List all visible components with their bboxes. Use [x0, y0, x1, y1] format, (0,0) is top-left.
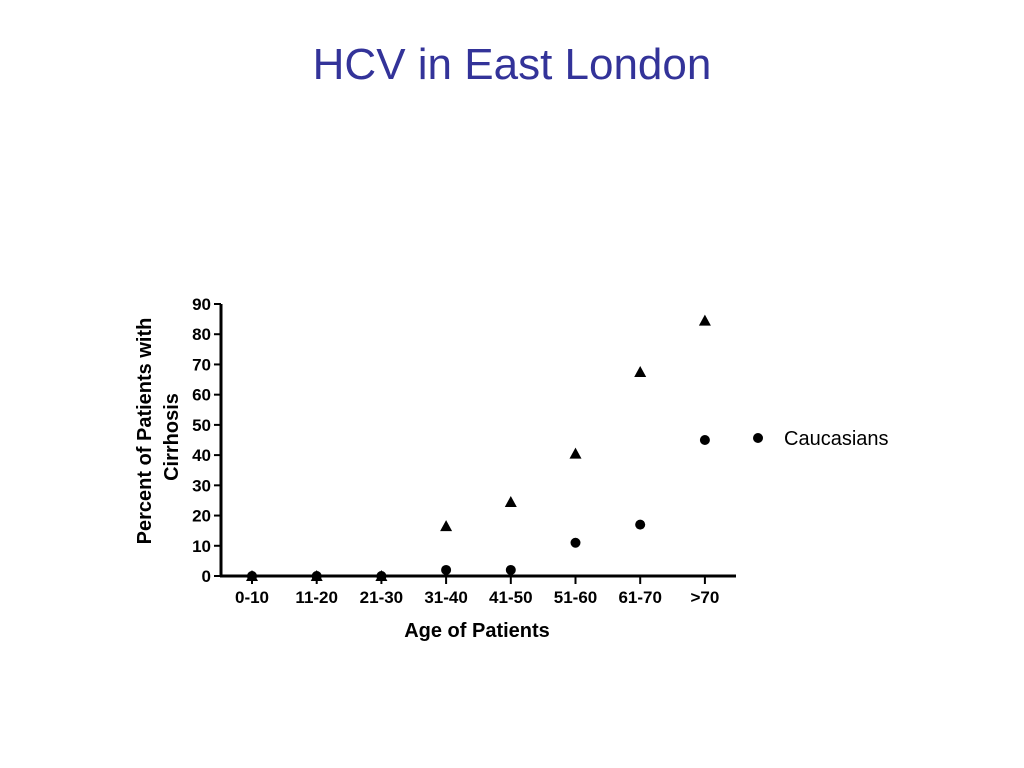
point-caucasians-3 — [441, 564, 452, 575]
y-tick-label-0: 0 — [202, 567, 211, 586]
y-axis-title-line-2: Cirrhosis — [161, 393, 183, 481]
legend: Caucasians — [753, 428, 889, 450]
point-triangle-3 — [440, 520, 453, 532]
x-axis-title: Age of Patients — [404, 620, 550, 642]
y-tick-label-70: 70 — [192, 355, 211, 374]
y-tick-label-60: 60 — [192, 386, 211, 405]
y-tick-label-40: 40 — [192, 446, 211, 465]
y-tick-label-20: 20 — [192, 507, 211, 526]
point-triangle-7 — [698, 314, 711, 326]
point-caucasians-6 — [635, 519, 646, 530]
y-axis-ticks: 0 10 20 30 40 50 60 70 80 90 — [192, 295, 221, 586]
point-caucasians-4 — [505, 564, 516, 575]
point-caucasians-7 — [699, 435, 710, 445]
x-tick-label-2: 21-30 — [360, 588, 403, 607]
x-tick-label-4: 41-50 — [489, 588, 532, 607]
y-tick-label-30: 30 — [192, 476, 211, 495]
point-caucasians-2 — [376, 571, 387, 581]
legend-marker-caucasians — [753, 433, 763, 443]
y-tick-label-80: 80 — [192, 325, 211, 344]
point-triangle-5 — [569, 447, 582, 459]
x-tick-label-7: >70 — [690, 588, 719, 607]
x-tick-label-0: 0-10 — [235, 588, 269, 607]
x-tick-label-5: 51-60 — [554, 588, 597, 607]
point-triangle-4 — [504, 495, 517, 507]
slide-title: HCV in East London — [312, 40, 712, 89]
point-caucasians-5 — [570, 537, 581, 548]
legend-label-caucasians: Caucasians — [784, 428, 889, 450]
x-tick-label-3: 31-40 — [424, 588, 467, 607]
y-tick-label-10: 10 — [192, 537, 211, 556]
x-tick-label-6: 61-70 — [618, 588, 661, 607]
y-axis-title-line-1: Percent of Patients with — [134, 318, 156, 545]
y-tick-label-50: 50 — [192, 416, 211, 435]
point-triangle-6 — [634, 366, 647, 377]
y-tick-label-90: 90 — [192, 295, 211, 314]
y-axis-title: Percent of Patients with Cirrhosis — [134, 318, 183, 545]
x-tick-label-1: 11-20 — [295, 588, 338, 607]
point-caucasians-1 — [311, 571, 322, 581]
x-axis-ticks: 0-10 11-20 21-30 31-40 41-50 51-60 61-70 >70 — [235, 576, 719, 607]
point-caucasians-0 — [247, 571, 257, 581]
data-points — [246, 314, 711, 581]
